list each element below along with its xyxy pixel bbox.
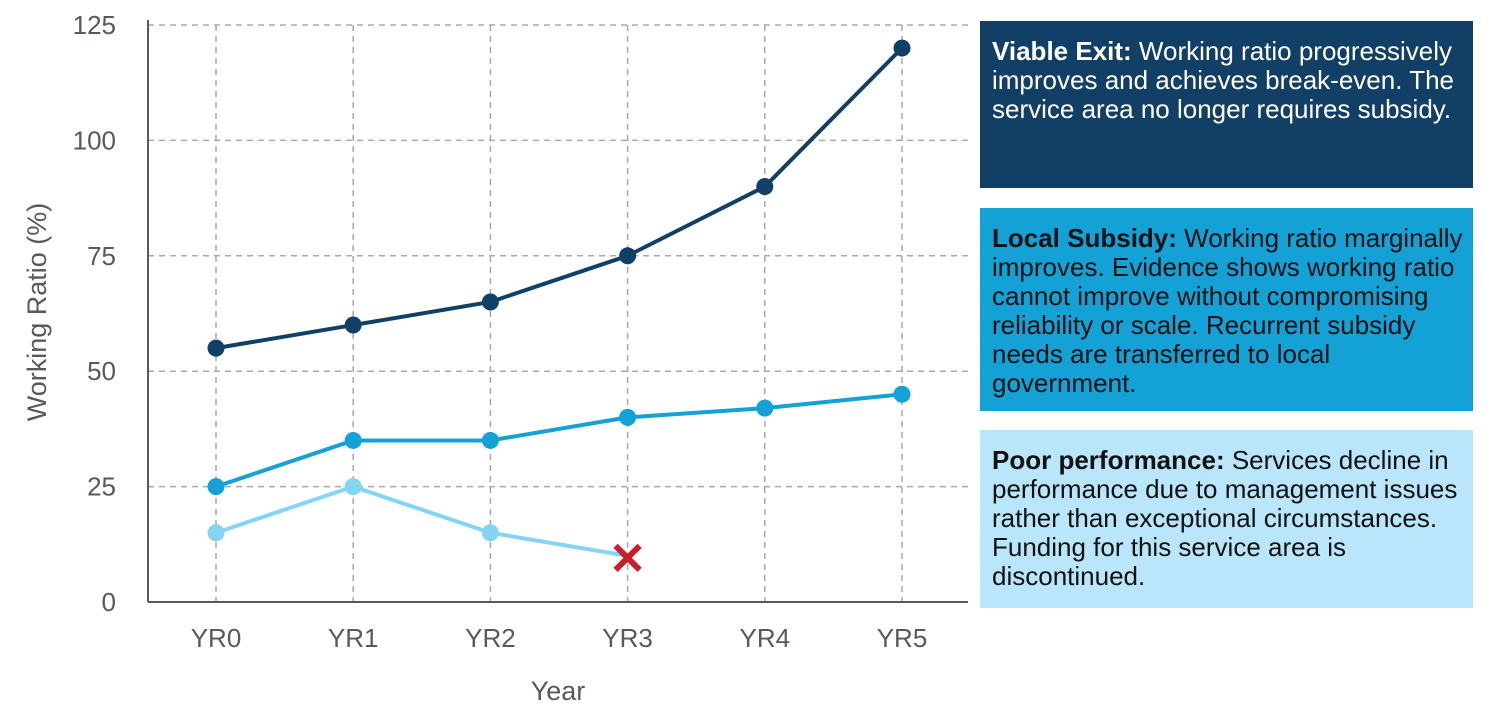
series-line	[215, 46, 904, 351]
axes	[147, 20, 968, 603]
y-tick-label: 0	[102, 587, 116, 617]
legend-title: Local Subsidy:	[992, 223, 1177, 253]
legend-local-subsidy: Local Subsidy: Working ratio marginally …	[980, 208, 1473, 411]
legend-viable-exit: Viable Exit: Working ratio progressively…	[980, 21, 1473, 188]
y-tick-label: 50	[87, 356, 116, 386]
y-tick-labels: 0 25 50 75 100 125	[73, 10, 116, 617]
legend-title: Poor performance:	[992, 445, 1225, 475]
data-point	[893, 385, 911, 403]
x-tick-label: YR5	[877, 623, 928, 653]
x-tick-label: YR0	[191, 623, 242, 653]
y-tick-label: 75	[87, 241, 116, 271]
y-tick-label: 125	[73, 10, 116, 40]
data-point	[344, 431, 362, 449]
data-point	[481, 524, 499, 542]
terminated-x-marker	[613, 543, 642, 572]
legend-text: Services decline in performance due to m…	[992, 445, 1458, 591]
data-point	[207, 478, 225, 496]
data-point	[207, 339, 225, 357]
series-layer	[207, 39, 911, 572]
data-point	[481, 431, 499, 449]
legend-title: Viable Exit:	[992, 36, 1132, 66]
y-axis-title: Working Ratio (%)	[22, 203, 52, 422]
x-tick-label: YR3	[602, 623, 653, 653]
x-tick-label: YR2	[465, 623, 516, 653]
x-tick-labels: YR0 YR1 YR2 YR3 YR4 YR5	[191, 623, 928, 653]
y-tick-label: 25	[87, 472, 116, 502]
data-point	[344, 316, 362, 334]
y-tick-label: 100	[73, 125, 116, 155]
grid	[148, 24, 968, 602]
series-line	[215, 484, 628, 558]
legend-text: Working ratio progressively improves and…	[992, 36, 1454, 124]
series-local-subsidy	[207, 385, 911, 496]
x-tick-label: YR4	[740, 623, 791, 653]
series-poor-performance	[207, 478, 642, 572]
data-point	[756, 399, 774, 417]
x-stroke	[613, 543, 642, 572]
legend-poor-performance: Poor performance: Services decline in pe…	[980, 430, 1473, 608]
data-point	[756, 178, 774, 196]
data-point	[619, 408, 637, 426]
data-point	[893, 39, 911, 57]
x-axis-title: Year	[531, 676, 586, 706]
data-point	[344, 478, 362, 496]
data-point	[207, 524, 225, 542]
data-point	[481, 293, 499, 311]
data-point	[619, 247, 637, 265]
series-viable-exit	[207, 39, 911, 357]
legend-text: Working ratio marginally improves. Evide…	[992, 223, 1463, 398]
line-chart: 0 25 50 75 100 125 YR0 YR1 YR2 YR3 YR4 YR5 Year Wo…	[22, 10, 968, 706]
series-line	[215, 392, 903, 489]
x-tick-label: YR1	[328, 623, 379, 653]
